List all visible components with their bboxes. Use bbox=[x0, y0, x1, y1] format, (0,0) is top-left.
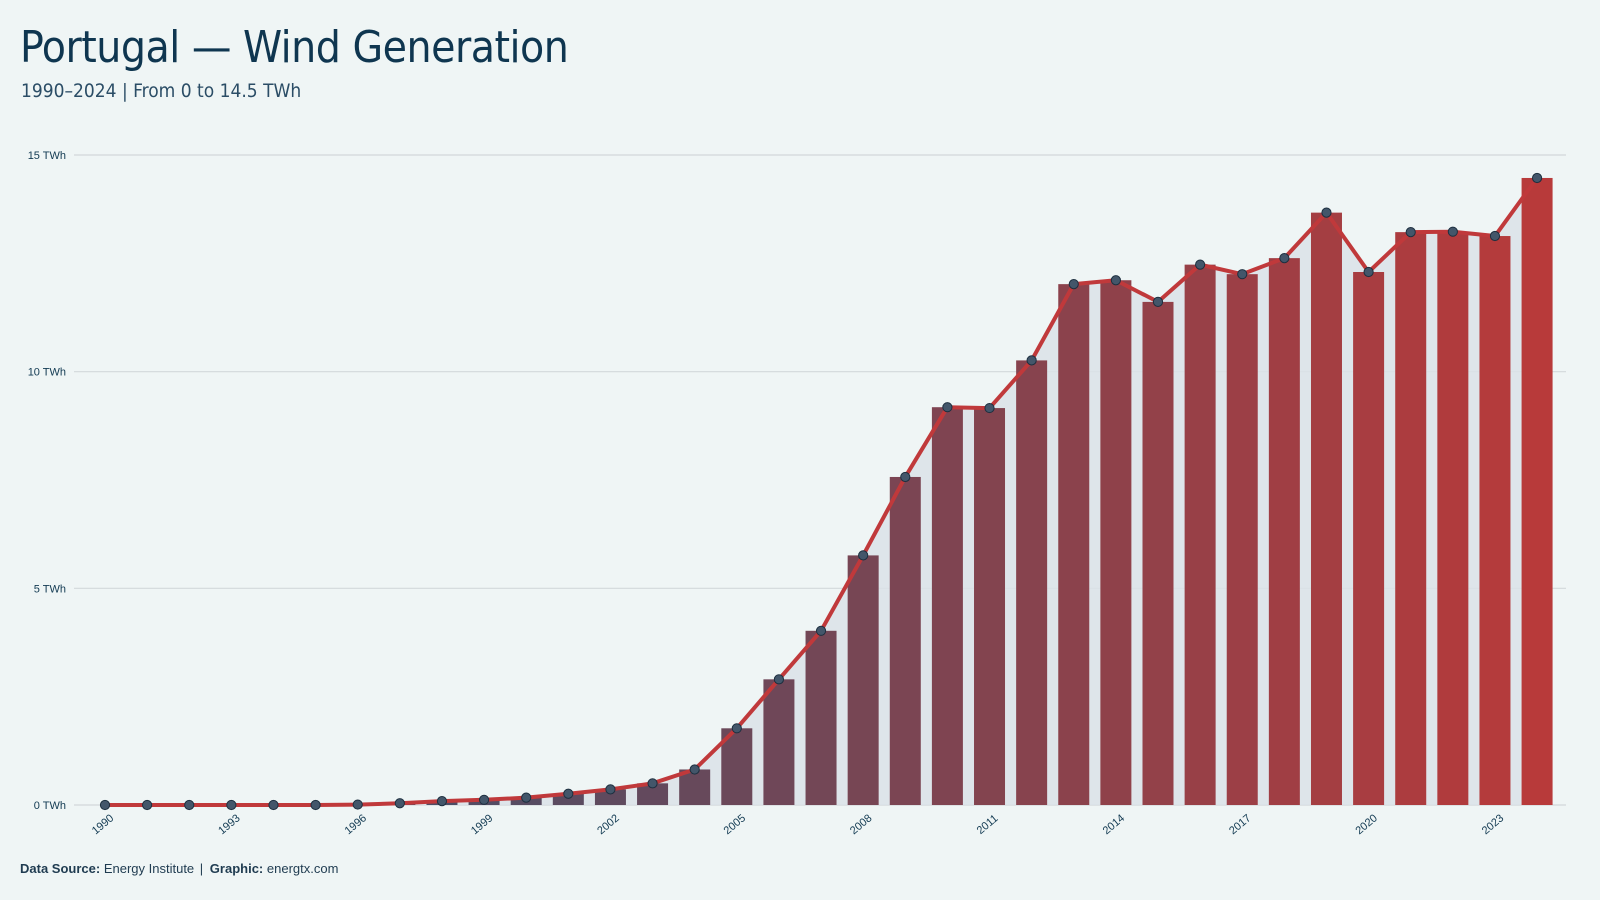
point-2013 bbox=[1068, 279, 1079, 290]
point-2010 bbox=[942, 402, 953, 413]
point-1999 bbox=[478, 794, 490, 805]
bar-2022 bbox=[1437, 231, 1469, 805]
point-1992 bbox=[184, 799, 195, 811]
x-tick-label: 1996 bbox=[343, 812, 369, 837]
bar-2015 bbox=[1142, 301, 1174, 805]
point-2022 bbox=[1447, 226, 1458, 237]
point-1990 bbox=[99, 799, 111, 811]
point-2015 bbox=[1152, 296, 1164, 307]
bar-2012 bbox=[1016, 360, 1048, 805]
y-tick-label: 10 TWh bbox=[28, 367, 66, 379]
graphic-label: Graphic: bbox=[209, 861, 264, 876]
point-2019 bbox=[1321, 207, 1332, 218]
bar-2020 bbox=[1353, 272, 1385, 805]
x-tick-label: 1999 bbox=[469, 812, 495, 837]
point-2016 bbox=[1195, 259, 1206, 270]
point-2008 bbox=[858, 550, 869, 561]
point-1998 bbox=[436, 796, 448, 807]
point-2005 bbox=[731, 723, 742, 734]
point-2003 bbox=[647, 778, 658, 789]
point-2020 bbox=[1363, 266, 1374, 278]
footer-separator: | bbox=[199, 861, 204, 876]
bar-2006 bbox=[763, 679, 795, 805]
point-1993 bbox=[226, 799, 237, 811]
point-1994 bbox=[268, 799, 279, 811]
graphic-value: energtx.com bbox=[266, 861, 339, 876]
x-tick-label: 2005 bbox=[722, 812, 748, 837]
point-1995 bbox=[310, 799, 321, 811]
bar-2004 bbox=[679, 769, 711, 805]
bar-2011 bbox=[974, 408, 1006, 805]
footer-credits: Data Source: Energy Institute | Graphic:… bbox=[20, 861, 338, 876]
bar-2013 bbox=[1058, 284, 1090, 806]
bar-2007 bbox=[805, 630, 837, 805]
bar-2002 bbox=[594, 789, 626, 805]
bar-2017 bbox=[1226, 274, 1258, 806]
point-2014 bbox=[1110, 275, 1121, 286]
point-1991 bbox=[142, 799, 153, 811]
point-2023 bbox=[1489, 230, 1501, 242]
y-tick-label: 5 TWh bbox=[34, 583, 66, 595]
source-value: Energy Institute bbox=[103, 861, 195, 876]
bar-2024 bbox=[1521, 177, 1553, 805]
bar-2010 bbox=[931, 407, 963, 805]
point-2012 bbox=[1026, 355, 1037, 366]
y-tick-label: 0 TWh bbox=[34, 800, 66, 812]
point-2001 bbox=[563, 788, 574, 799]
area-fill bbox=[105, 177, 1538, 805]
bar-2018 bbox=[1268, 258, 1300, 806]
source-label: Data Source: bbox=[20, 861, 101, 876]
x-tick-label: 2002 bbox=[595, 812, 621, 837]
point-2000 bbox=[521, 792, 532, 803]
point-2021 bbox=[1405, 227, 1416, 238]
x-tick-label: 2017 bbox=[1227, 812, 1253, 837]
point-1997 bbox=[394, 798, 405, 809]
x-tick-label: 2008 bbox=[848, 812, 874, 837]
point-2007 bbox=[815, 625, 827, 636]
bar-2014 bbox=[1100, 280, 1132, 805]
x-tick-label: 1990 bbox=[90, 812, 116, 837]
y-tick-label: 15 TWh bbox=[28, 150, 66, 162]
point-2017 bbox=[1237, 269, 1248, 280]
bar-2009 bbox=[889, 476, 921, 805]
bar-2008 bbox=[847, 555, 879, 805]
x-tick-label: 2014 bbox=[1101, 812, 1127, 837]
point-1996 bbox=[352, 799, 363, 810]
point-2024 bbox=[1531, 172, 1543, 184]
chart-title: Portugal — Wind Generation bbox=[20, 22, 569, 73]
bar-2019 bbox=[1310, 212, 1342, 806]
bar-2001 bbox=[552, 793, 584, 805]
point-2018 bbox=[1279, 253, 1290, 264]
point-2006 bbox=[773, 674, 785, 685]
point-2011 bbox=[984, 402, 995, 414]
chart-subtitle: 1990–2024 | From 0 to 14.5 TWh bbox=[21, 80, 302, 102]
point-2009 bbox=[900, 471, 911, 483]
x-tick-label: 1993 bbox=[216, 812, 242, 837]
x-tick-label: 2023 bbox=[1480, 812, 1506, 837]
bar-2016 bbox=[1184, 264, 1216, 806]
x-tick-label: 2011 bbox=[975, 813, 1001, 837]
point-2004 bbox=[689, 764, 700, 775]
bar-2003 bbox=[637, 783, 669, 805]
point-2002 bbox=[605, 784, 616, 795]
x-tick-label: 2020 bbox=[1353, 812, 1379, 837]
bar-2021 bbox=[1395, 232, 1427, 806]
bar-2023 bbox=[1479, 236, 1511, 806]
